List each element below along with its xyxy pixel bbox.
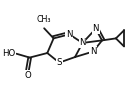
Text: N: N	[92, 24, 99, 33]
Text: CH₃: CH₃	[37, 15, 51, 24]
Text: HO: HO	[2, 49, 15, 58]
Text: N: N	[79, 38, 86, 47]
Text: N: N	[90, 47, 97, 56]
Text: N: N	[66, 30, 73, 39]
Text: S: S	[56, 58, 62, 67]
Text: O: O	[24, 71, 31, 80]
